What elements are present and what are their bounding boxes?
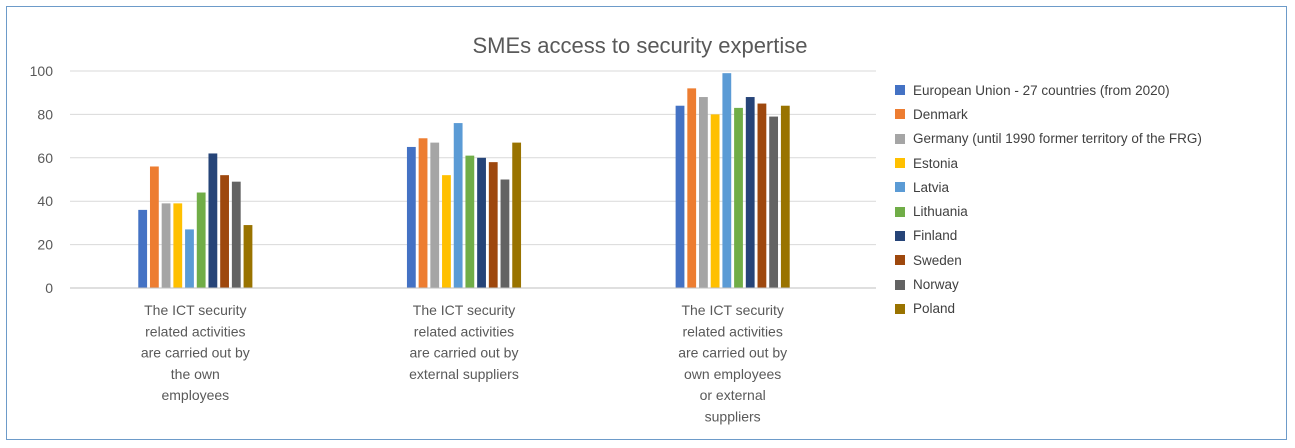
x-tick-label: suppliers xyxy=(705,409,761,425)
bar-norway-3 xyxy=(769,116,779,288)
y-tick-label: 60 xyxy=(37,150,53,166)
bars xyxy=(138,73,790,289)
x-tick-label: are carried out by xyxy=(410,345,519,361)
legend-swatch xyxy=(895,85,905,96)
y-tick-label: 100 xyxy=(30,63,54,79)
x-tick-label: are carried out by xyxy=(141,345,250,361)
legend-label: Estonia xyxy=(913,155,959,171)
legend-swatch xyxy=(895,158,905,169)
x-tick-label: related activities xyxy=(145,323,245,339)
bar-lithuania-3 xyxy=(734,107,743,288)
legend-swatch xyxy=(895,279,905,290)
bar-norway-2 xyxy=(500,179,510,288)
legend-item: Estonia xyxy=(895,151,1202,175)
bar-lithuania-1 xyxy=(196,192,206,288)
legend-swatch xyxy=(895,230,905,241)
legend-item: Finland xyxy=(895,224,1202,248)
legend-item: Lithuania xyxy=(895,199,1202,223)
x-tick-label: or external xyxy=(700,387,766,403)
x-tick-label: the own xyxy=(171,366,220,382)
x-tick-label: related activities xyxy=(414,323,514,339)
bar-lithuania-2 xyxy=(465,155,475,288)
x-axis-labels: The ICT security related activities are ca… xyxy=(141,302,787,425)
chart-legend: European Union - 27 countries (from 2020… xyxy=(895,78,1202,321)
bar-estonia-3 xyxy=(710,114,720,289)
y-tick-label: 0 xyxy=(45,280,53,296)
bar-denmark-2 xyxy=(418,138,428,288)
bar-poland-1 xyxy=(243,225,253,288)
legend-item: European Union - 27 countries (from 2020… xyxy=(895,78,1202,102)
legend-item: Germany (until 1990 former territory of … xyxy=(895,127,1202,151)
legend-swatch xyxy=(895,303,905,314)
x-tick-label: employees xyxy=(161,387,229,403)
legend-label: Latvia xyxy=(913,179,950,195)
bar-latvia-2 xyxy=(453,123,463,288)
legend-item: Sweden xyxy=(895,248,1202,272)
bar-germany-until-1990-former-territory-of-the-frg-2 xyxy=(430,142,440,288)
legend-item: Poland xyxy=(895,297,1202,321)
bar-estonia-2 xyxy=(442,175,451,288)
legend-label: Finland xyxy=(913,228,958,244)
bar-poland-2 xyxy=(512,142,522,288)
legend-label: Sweden xyxy=(913,252,962,268)
legend-label: Lithuania xyxy=(913,204,968,220)
bar-finland-3 xyxy=(745,97,755,288)
y-axis-ticks: 0 20 40 60 80 100 xyxy=(30,63,54,296)
bar-finland-1 xyxy=(208,153,218,288)
legend-label: Norway xyxy=(913,277,959,293)
x-tick-label: related activities xyxy=(682,323,782,339)
legend-item: Norway xyxy=(895,272,1202,296)
x-tick-label: are carried out by xyxy=(678,345,787,361)
bar-norway-1 xyxy=(231,181,241,288)
bar-european-union-27-countries-from-2020-3 xyxy=(675,105,685,288)
legend-swatch xyxy=(895,182,905,193)
bar-sweden-3 xyxy=(757,103,767,288)
bar-poland-3 xyxy=(780,105,790,288)
bar-finland-2 xyxy=(477,157,486,288)
x-tick-label: The ICT security xyxy=(144,302,246,318)
legend-label: European Union - 27 countries (from 2020… xyxy=(913,82,1170,98)
bar-denmark-3 xyxy=(687,88,697,288)
bar-latvia-3 xyxy=(722,73,732,288)
bar-germany-until-1990-former-territory-of-the-frg-1 xyxy=(161,203,171,288)
bar-denmark-1 xyxy=(149,166,159,288)
y-tick-label: 80 xyxy=(37,106,53,122)
legend-swatch xyxy=(895,206,905,217)
y-tick-label: 20 xyxy=(37,237,53,253)
x-tick-label: external suppliers xyxy=(409,366,519,382)
legend-item: Latvia xyxy=(895,175,1202,199)
legend-swatch xyxy=(895,109,905,120)
legend-label: Poland xyxy=(913,301,956,317)
bar-european-union-27-countries-from-2020-2 xyxy=(406,146,416,288)
legend-label: Germany (until 1990 former territory of … xyxy=(913,131,1202,147)
chart-frame xyxy=(6,6,1287,440)
y-tick-label: 40 xyxy=(37,193,53,209)
bar-estonia-1 xyxy=(173,203,183,288)
x-tick-label: The ICT security xyxy=(413,302,515,318)
legend-swatch xyxy=(895,133,905,144)
bar-sweden-1 xyxy=(220,175,229,288)
legend-label: Denmark xyxy=(913,106,968,122)
bar-sweden-2 xyxy=(488,162,498,288)
chart-title: SMEs access to security expertise xyxy=(472,33,807,58)
bar-european-union-27-countries-from-2020-1 xyxy=(138,209,148,288)
x-tick-label: The ICT security xyxy=(681,302,783,318)
bar-germany-until-1990-former-territory-of-the-frg-3 xyxy=(699,97,708,288)
bar-latvia-1 xyxy=(185,229,194,288)
legend-swatch xyxy=(895,255,905,266)
legend-item: Denmark xyxy=(895,102,1202,126)
x-tick-label: own employees xyxy=(684,366,781,382)
